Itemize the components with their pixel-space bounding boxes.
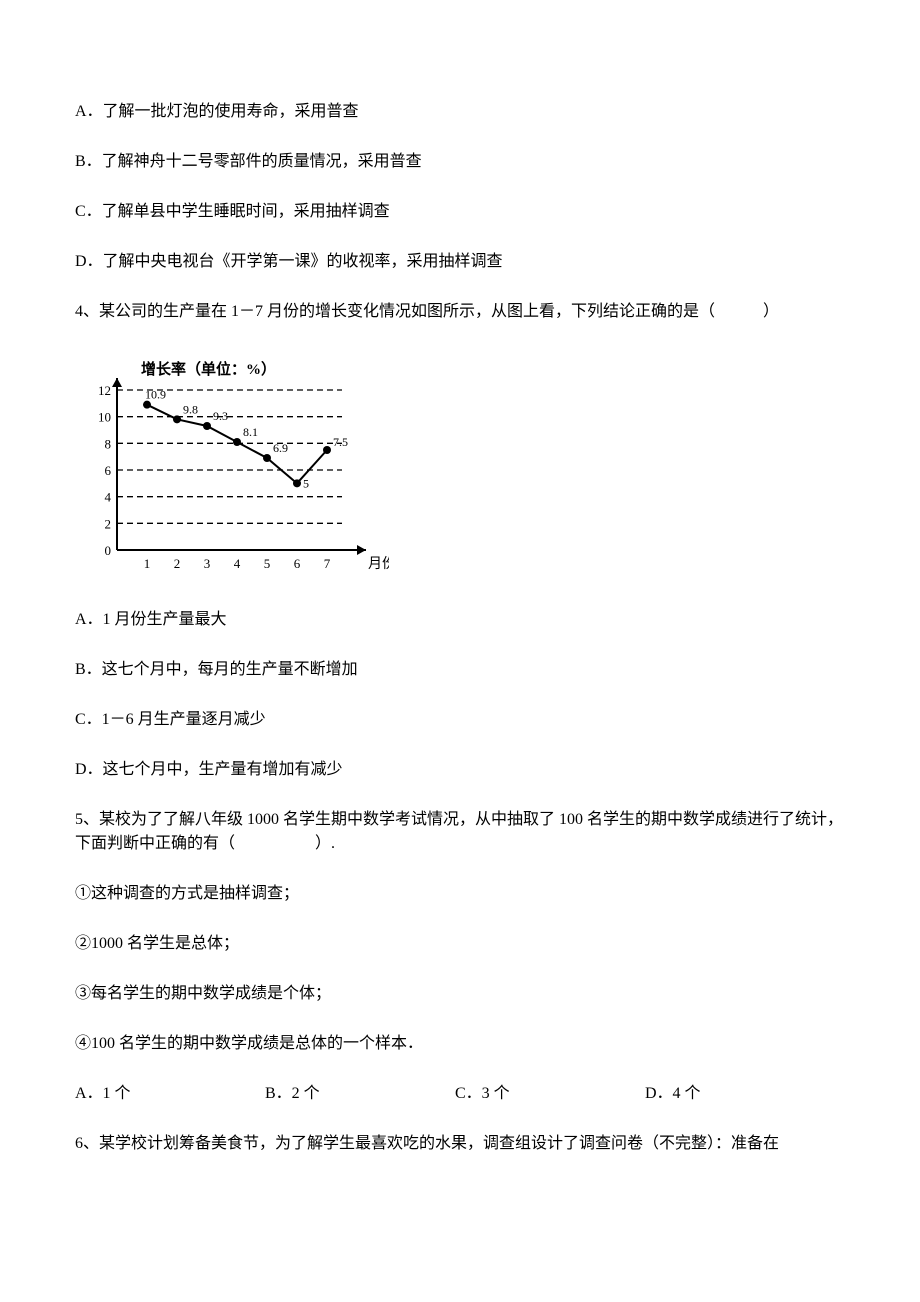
q5-statement-3: ③每名学生的期中数学成绩是个体；	[75, 982, 845, 1006]
svg-text:6: 6	[105, 463, 112, 478]
svg-text:0: 0	[105, 543, 112, 558]
svg-text:7.5: 7.5	[333, 435, 348, 449]
q3-option-b: B．了解神舟十二号零部件的质量情况，采用普查	[75, 150, 845, 174]
svg-text:12: 12	[98, 383, 111, 398]
q5-options-row: A．1 个 B．2 个 C．3 个 D．4 个	[75, 1082, 845, 1106]
svg-text:月份: 月份	[368, 556, 389, 572]
svg-text:6.9: 6.9	[273, 441, 288, 455]
q5-statement-2: ②1000 名学生是总体；	[75, 932, 845, 956]
q6-stem: 6、某学校计划筹备美食节，为了解学生最喜欢吃的水果，调查组设计了调查问卷（不完整…	[75, 1132, 845, 1156]
q5-stem: 5、某校为了了解八年级 1000 名学生期中数学考试情况，从中抽取了 100 名…	[75, 808, 845, 856]
page: A．了解一批灯泡的使用寿命，采用普查 B．了解神舟十二号零部件的质量情况，采用普…	[0, 0, 920, 1302]
q4-option-c: C．1－6 月生产量逐月减少	[75, 708, 845, 732]
svg-text:3: 3	[204, 556, 211, 571]
q5-statement-4: ④100 名学生的期中数学成绩是总体的一个样本．	[75, 1032, 845, 1056]
svg-text:增长率（单位：%）: 增长率（单位：%）	[141, 360, 276, 378]
svg-text:10.9: 10.9	[145, 388, 166, 402]
q5-statement-1: ①这种调查的方式是抽样调查；	[75, 882, 845, 906]
svg-text:6: 6	[294, 556, 301, 571]
q3-option-c: C．了解单县中学生睡眠时间，采用抽样调查	[75, 200, 845, 224]
q3-option-d: D．了解中央电视台《开学第一课》的收视率，采用抽样调查	[75, 250, 845, 274]
svg-text:2: 2	[105, 516, 112, 531]
q4-stem: 4、某公司的生产量在 1－7 月份的增长变化情况如图所示，从图上看，下列结论正确…	[75, 300, 845, 324]
q4-option-b: B．这七个月中，每月的生产量不断增加	[75, 658, 845, 682]
svg-text:1: 1	[144, 556, 151, 571]
q5-option-b: B．2 个	[265, 1082, 455, 1106]
svg-text:9.8: 9.8	[183, 402, 198, 416]
svg-text:4: 4	[234, 556, 241, 571]
q4-option-d: D．这七个月中，生产量有增加有减少	[75, 758, 845, 782]
svg-text:5: 5	[303, 476, 309, 490]
q4-option-a: A．1 月份生产量最大	[75, 608, 845, 632]
svg-text:5: 5	[264, 556, 271, 571]
svg-text:8: 8	[105, 436, 112, 451]
q5-option-a: A．1 个	[75, 1082, 265, 1106]
q3-option-a: A．了解一批灯泡的使用寿命，采用普查	[75, 100, 845, 124]
svg-text:9.3: 9.3	[213, 409, 228, 423]
q5-option-c: C．3 个	[455, 1082, 645, 1106]
svg-text:4: 4	[105, 490, 112, 505]
svg-text:8.1: 8.1	[243, 425, 258, 439]
q4-chart: 增长率（单位：%）0246810121234567月份10.99.89.38.1…	[75, 350, 845, 580]
svg-text:2: 2	[174, 556, 181, 571]
svg-text:10: 10	[98, 410, 111, 425]
growth-rate-chart: 增长率（单位：%）0246810121234567月份10.99.89.38.1…	[79, 350, 389, 580]
svg-text:7: 7	[324, 556, 331, 571]
q5-option-d: D．4 个	[645, 1082, 835, 1106]
